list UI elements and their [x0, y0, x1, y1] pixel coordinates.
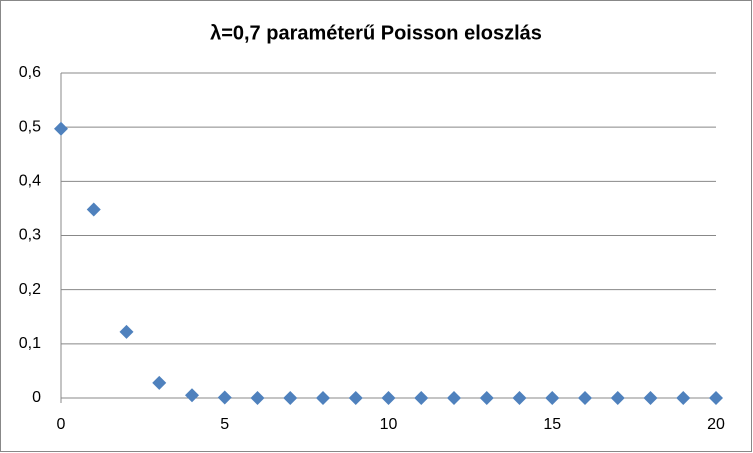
data-point [348, 391, 363, 405]
data-point [152, 375, 167, 390]
x-tick-label: 15 [543, 416, 561, 433]
data-point [217, 390, 232, 405]
data-point [676, 391, 691, 405]
y-tick-label: 0 [32, 389, 41, 406]
data-point [610, 391, 625, 405]
y-tick-label: 0,5 [19, 118, 41, 135]
data-point [283, 391, 298, 405]
data-point [54, 121, 68, 136]
data-point [643, 391, 658, 405]
data-point [86, 202, 101, 217]
y-tick-label: 0,2 [19, 281, 41, 298]
y-tick-label: 0,6 [19, 64, 41, 81]
data-point [250, 391, 265, 405]
data-point [545, 391, 560, 405]
y-tick-label: 0,3 [19, 227, 41, 244]
data-point [447, 391, 461, 405]
chart-title: λ=0,7 paraméterű Poisson eloszlás [210, 22, 542, 44]
x-tick-label: 20 [707, 416, 725, 433]
x-tick-label: 10 [380, 416, 398, 433]
x-tick-label: 0 [57, 416, 66, 433]
data-point [185, 388, 199, 403]
data-point [414, 391, 429, 405]
y-tick-label: 0,1 [19, 335, 41, 352]
data-point [381, 391, 396, 405]
data-point [709, 391, 723, 405]
data-point [578, 391, 592, 405]
data-point [512, 391, 527, 405]
data-point [316, 391, 330, 405]
y-tick-label: 0,4 [19, 173, 41, 190]
data-point [119, 324, 134, 339]
x-tick-label: 5 [220, 416, 229, 433]
data-point [479, 391, 494, 405]
